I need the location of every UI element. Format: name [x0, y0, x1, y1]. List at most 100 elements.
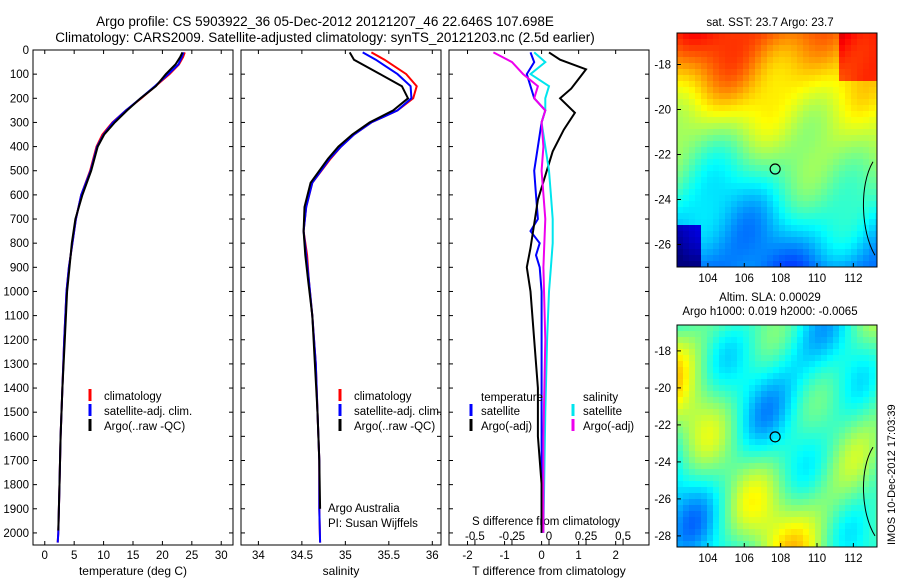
map-cell	[701, 33, 707, 39]
map-cell	[767, 325, 773, 331]
map-cell	[869, 189, 875, 195]
map-cell	[815, 207, 821, 213]
map-cell	[863, 219, 869, 225]
map-cell	[713, 105, 719, 111]
map-cell	[797, 249, 803, 255]
map-cell	[833, 39, 839, 45]
y-tick-label: 0	[23, 45, 29, 57]
map-cell	[761, 261, 767, 267]
map-cell	[761, 379, 767, 385]
map-cell	[767, 105, 773, 111]
map-cell	[737, 225, 743, 231]
map-cell	[797, 445, 803, 451]
map-cell	[755, 493, 761, 499]
map-cell	[779, 39, 785, 45]
map-cell	[791, 153, 797, 159]
map-cell	[839, 481, 845, 487]
map-cell	[863, 87, 869, 93]
map-cell	[839, 499, 845, 505]
map-cell	[875, 261, 877, 267]
map-cell	[779, 189, 785, 195]
map-cell	[701, 255, 707, 261]
map-cell	[851, 69, 857, 75]
map-cell	[821, 33, 827, 39]
map-cell	[749, 463, 755, 469]
map-cell	[749, 439, 755, 445]
map-cell	[677, 57, 683, 63]
map-cell	[821, 445, 827, 451]
map-cell	[791, 51, 797, 57]
map-cell	[743, 481, 749, 487]
map-cell	[857, 421, 863, 427]
map-cell	[707, 195, 713, 201]
map-cell	[857, 523, 863, 529]
map-cell	[779, 433, 785, 439]
map-cell	[707, 69, 713, 75]
map-cell	[845, 141, 851, 147]
map-cell	[773, 403, 779, 409]
map-cell	[713, 177, 719, 183]
map-cell	[875, 219, 877, 225]
map-cell	[833, 183, 839, 189]
map-cell	[689, 117, 695, 123]
map-cell	[689, 255, 695, 261]
map-cell	[761, 123, 767, 129]
map-cell	[701, 39, 707, 45]
map-cell	[683, 93, 689, 99]
map-cell	[785, 361, 791, 367]
map-cell	[743, 165, 749, 171]
map-cell	[725, 153, 731, 159]
map-cell	[833, 469, 839, 475]
map-cell	[695, 165, 701, 171]
map-cell	[725, 39, 731, 45]
map-cell	[821, 463, 827, 469]
map-cell	[803, 129, 809, 135]
map-cell	[695, 153, 701, 159]
map-cell	[875, 249, 877, 255]
map-cell	[755, 159, 761, 165]
map-cell	[803, 81, 809, 87]
map-cell	[743, 523, 749, 529]
map-cell	[719, 69, 725, 75]
map-cell	[791, 487, 797, 493]
map-cell	[809, 231, 815, 237]
map-cell	[869, 117, 875, 123]
map-cell	[683, 147, 689, 153]
map-cell	[743, 255, 749, 261]
map-cell	[683, 415, 689, 421]
map-cell	[839, 439, 845, 445]
map-cell	[851, 87, 857, 93]
map-cell	[803, 403, 809, 409]
map-cell	[797, 415, 803, 421]
map-cell	[803, 69, 809, 75]
map-cell	[731, 403, 737, 409]
map-cell	[713, 379, 719, 385]
map-cell	[875, 451, 877, 457]
map-cell	[725, 469, 731, 475]
map-cell	[701, 237, 707, 243]
map-cell	[851, 135, 857, 141]
map-cell	[815, 349, 821, 355]
map-cell	[779, 105, 785, 111]
map-cell	[845, 111, 851, 117]
map-cell	[785, 463, 791, 469]
map-cell	[875, 469, 877, 475]
map-cell	[875, 481, 877, 487]
map-cell	[797, 373, 803, 379]
map-cell	[707, 177, 713, 183]
map-cell	[869, 487, 875, 493]
map-cell	[791, 255, 797, 261]
map-cell	[719, 337, 725, 343]
map-cell	[743, 451, 749, 457]
map-cell	[683, 249, 689, 255]
map-cell	[803, 105, 809, 111]
y-tick-label: 1300	[3, 359, 29, 371]
map-cell	[719, 243, 725, 249]
map-cell	[827, 183, 833, 189]
map-cell	[743, 225, 749, 231]
map-cell	[677, 469, 683, 475]
map-cell	[707, 261, 713, 267]
map-cell	[761, 201, 767, 207]
legend-label: Argo(-adj)	[583, 421, 634, 433]
map-cell	[761, 225, 767, 231]
